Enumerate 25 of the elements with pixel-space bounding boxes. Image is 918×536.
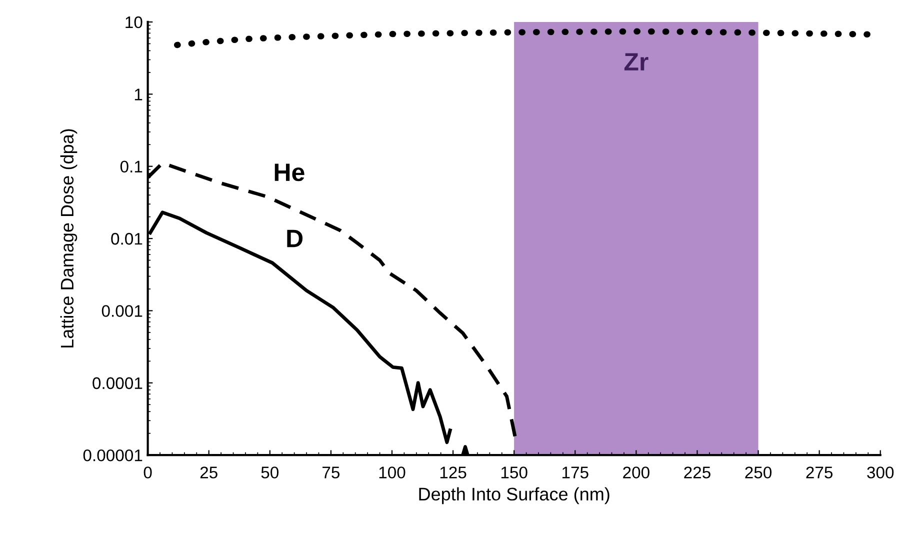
x-tick-label: 100 (379, 466, 406, 478)
x-tick-label: 175 (562, 466, 588, 478)
y-tick-label: 0.00001 (83, 449, 142, 462)
x-tick-label: 25 (200, 466, 218, 478)
x-tick-label: 125 (440, 466, 466, 478)
x-tick-label: 250 (745, 466, 772, 478)
y-tick-label: 0.001 (102, 305, 142, 317)
x-tick-label: 0 (144, 466, 152, 478)
x-tick-label: 275 (806, 466, 833, 478)
x-tick-label: 225 (684, 466, 710, 478)
y-tick-label: 0.0001 (92, 377, 142, 390)
y-tick-label: 0.1 (120, 160, 142, 173)
series-label: He (274, 164, 304, 182)
y-tick-label: 0.01 (111, 232, 142, 245)
x-tick-label: 50 (261, 466, 279, 478)
y-tick-label: 10 (126, 16, 142, 28)
x-tick-label: 200 (623, 466, 650, 478)
y-axis-title: Lattice Damage Dose (dpa) (60, 129, 78, 348)
x-axis-title: Depth Into Surface (nm) (419, 487, 610, 504)
x-tick-label: 150 (501, 466, 528, 478)
y-tick-label: 1 (134, 88, 142, 100)
x-tick-label: 300 (867, 466, 894, 478)
x-tick-label: 75 (322, 466, 340, 478)
band-label: Zr (624, 53, 648, 70)
series-label: D (287, 230, 303, 248)
